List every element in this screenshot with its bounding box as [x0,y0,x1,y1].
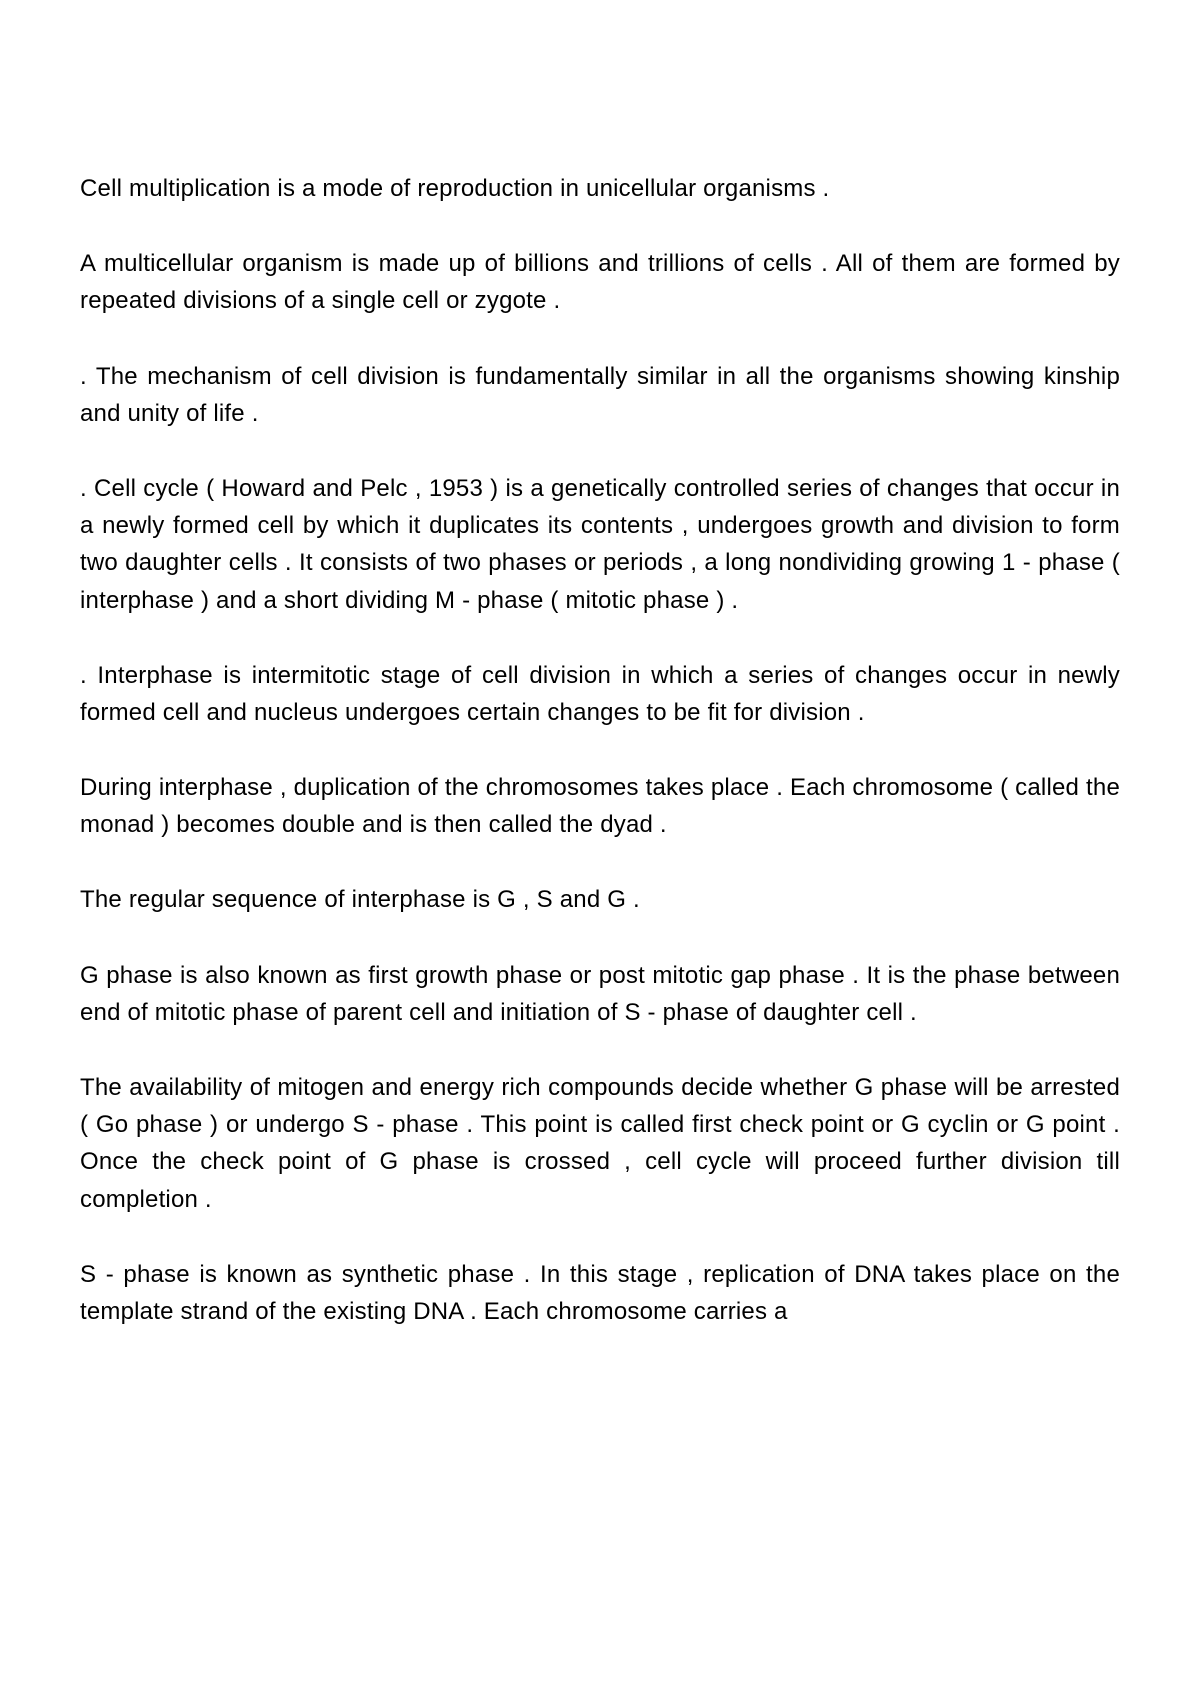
paragraph: S - phase is known as synthetic phase . … [80,1256,1120,1330]
paragraph: The regular sequence of interphase is G … [80,881,1120,918]
paragraph: During interphase , duplication of the c… [80,769,1120,843]
paragraph: . The mechanism of cell division is fund… [80,358,1120,432]
paragraph: Cell multiplication is a mode of reprodu… [80,170,1120,207]
paragraph: A multicellular organism is made up of b… [80,245,1120,319]
paragraph: . Cell cycle ( Howard and Pelc , 1953 ) … [80,470,1120,619]
document-body: Cell multiplication is a mode of reprodu… [80,170,1120,1330]
paragraph: . Interphase is intermitotic stage of ce… [80,657,1120,731]
paragraph: G phase is also known as first growth ph… [80,957,1120,1031]
paragraph: The availability of mitogen and energy r… [80,1069,1120,1218]
